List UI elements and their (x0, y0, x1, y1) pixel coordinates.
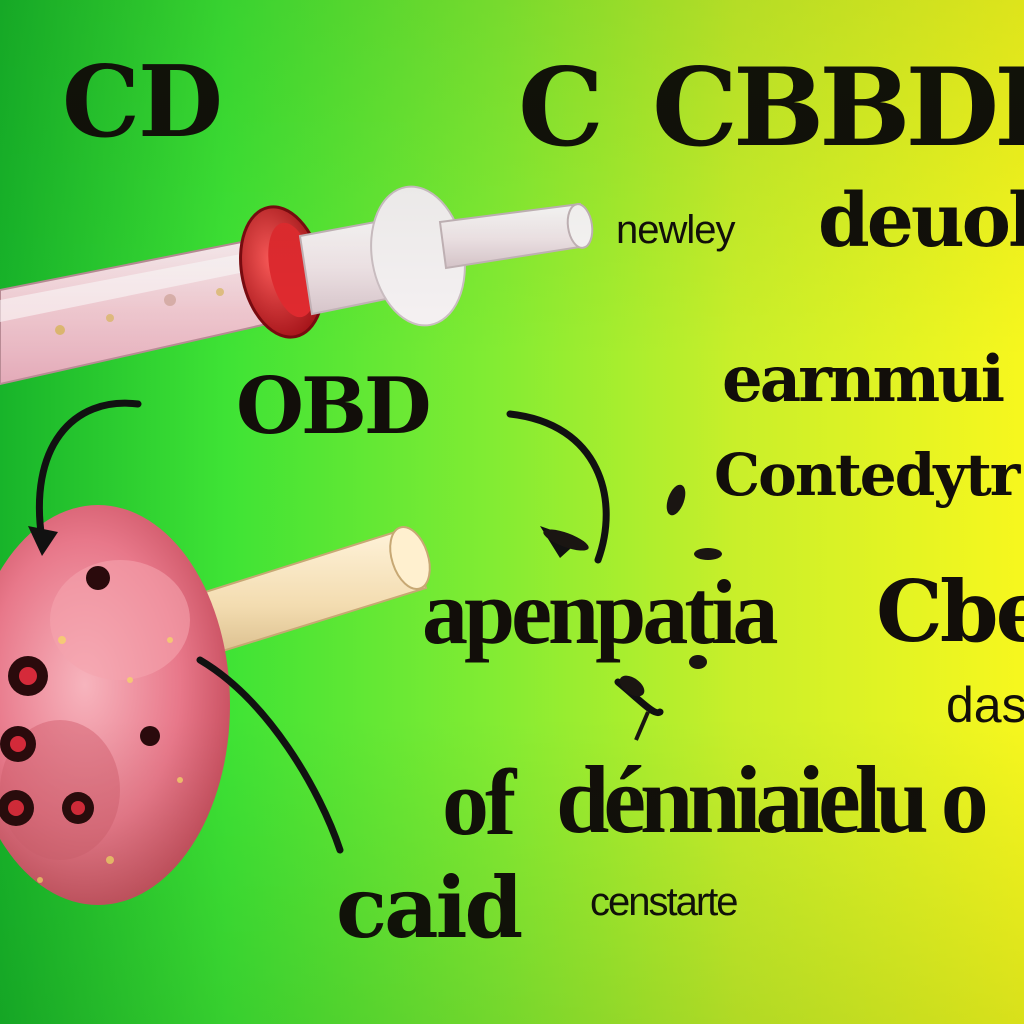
word-das: das (946, 677, 1024, 733)
word-newley: newley (616, 208, 736, 252)
word-cd: CD (62, 45, 223, 160)
word-cbbd: CBBDI (652, 45, 1024, 171)
word-apenpatia: apenpatia (422, 561, 779, 663)
word-of: of (442, 751, 516, 855)
dropper-illustration (0, 185, 594, 386)
word-censtarte: censtarte (590, 880, 739, 924)
word-obd: OBD (236, 361, 432, 452)
word-denniaieluo: dénniaielu o (556, 746, 989, 853)
word-deuol: deuol (818, 178, 1024, 264)
word-c: C (518, 45, 604, 171)
word-contedytr: Contedytr (714, 441, 1020, 509)
word-earnmui: earnmui (722, 342, 1005, 417)
word-caid: caid (336, 858, 523, 957)
bud-illustration (0, 505, 431, 905)
word-cbe: Cbe (876, 562, 1024, 661)
